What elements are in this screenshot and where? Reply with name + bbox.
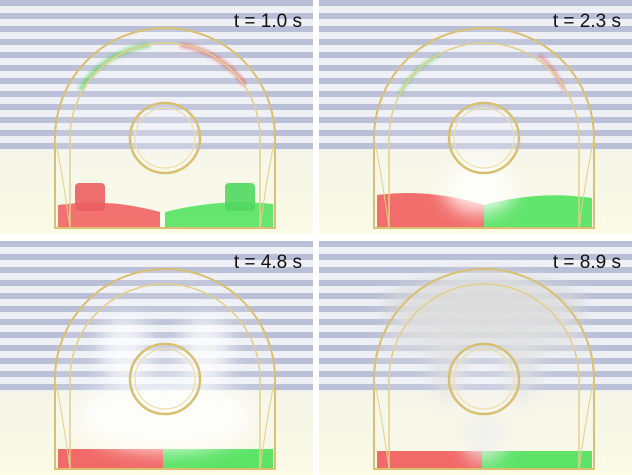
panel: t = 8.9 s [319, 241, 632, 475]
time-label: t = 4.8 s [234, 252, 302, 273]
panel: t = 2.3 s [319, 0, 632, 234]
panel: t = 1.0 s [0, 0, 313, 234]
time-label: t = 2.3 s [553, 11, 621, 32]
panel: t = 4.8 s [0, 241, 313, 475]
time-label: t = 8.9 s [553, 252, 621, 273]
time-label: t = 1.0 s [234, 11, 302, 32]
